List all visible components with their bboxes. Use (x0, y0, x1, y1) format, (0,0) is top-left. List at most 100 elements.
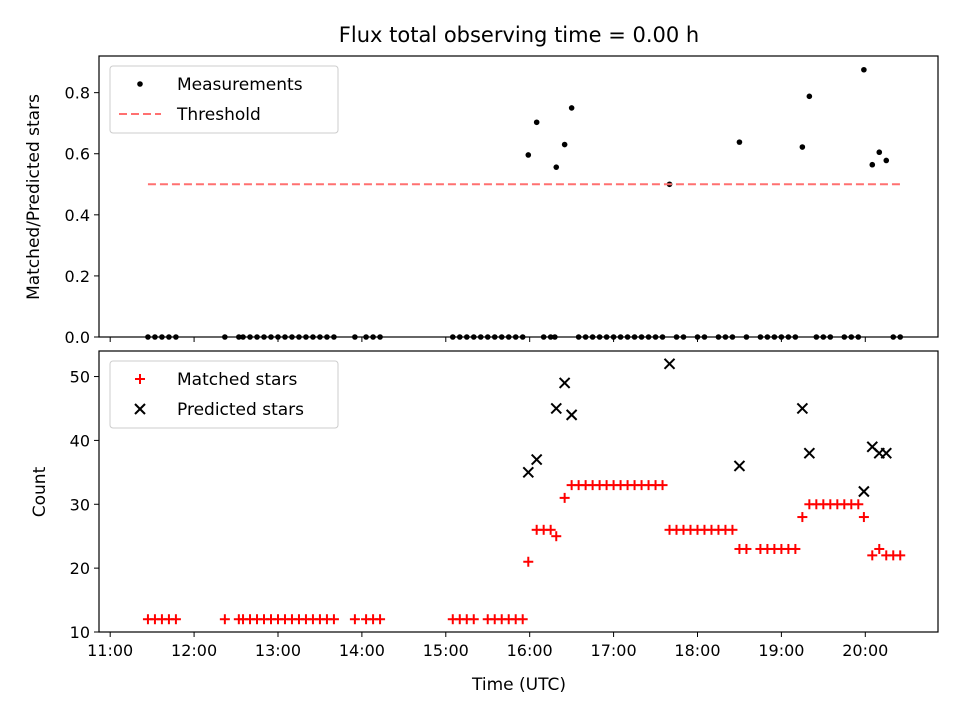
measurement-point (377, 334, 383, 340)
matched-point (328, 614, 339, 625)
matched-point (517, 614, 528, 625)
predicted-point-b (558, 377, 571, 389)
measurement-point (617, 334, 624, 340)
predicted-point (550, 402, 562, 415)
x-tick-label: 20:00 (842, 641, 888, 660)
x-tick-label: 16:00 (507, 641, 553, 660)
x-tick-label: 17:00 (591, 641, 637, 660)
measurement-point (498, 334, 505, 340)
top-chart-title: Flux total observing time = 0.00 h (339, 23, 699, 47)
predicted-point (530, 453, 543, 466)
measurement-point (883, 157, 890, 164)
legend-swatch-predicted-b (134, 403, 146, 415)
predicted-point (796, 402, 809, 415)
measurement-point (268, 334, 274, 340)
measurement-point (736, 139, 743, 145)
matched-point (523, 556, 534, 567)
measurement-point (694, 334, 701, 340)
matched-point (797, 512, 808, 523)
predicted-point (880, 447, 892, 459)
measurement-point (715, 334, 722, 340)
matched-point (858, 512, 869, 523)
matched-point (551, 531, 562, 542)
measurement-point (449, 334, 456, 340)
measurement-point (289, 334, 295, 340)
matched-point (727, 524, 738, 535)
y-tick-label: 50 (70, 368, 90, 387)
predicted-point (858, 485, 870, 498)
y-tick-label: 0.2 (65, 267, 90, 286)
measurement-point (331, 334, 337, 340)
measurement-point (827, 334, 834, 340)
matched-point (853, 499, 864, 510)
predicted-point-b (663, 358, 676, 370)
predicted-point-b (858, 485, 870, 498)
matched-point (790, 543, 801, 554)
measurement-point (247, 334, 253, 340)
measurement-point (145, 334, 151, 340)
legend-label: Predicted stars (177, 400, 304, 420)
measurement-point (610, 334, 617, 340)
measurement-point (519, 334, 526, 340)
predicted-point (663, 358, 676, 370)
measurement-point (631, 334, 638, 340)
y-tick-label: 0.8 (65, 84, 90, 103)
bottom-panel: 10 20 30 40 50 11:00 12:00 13:00 14:00 15:00 16:00… (70, 350, 939, 660)
measurement-point (324, 334, 330, 340)
x-tick-label: 19:00 (758, 641, 804, 660)
measurement-point (159, 334, 165, 340)
measurement-point (771, 334, 778, 340)
measurement-point (561, 141, 568, 148)
measurement-point (659, 334, 666, 340)
predicted-point-b (880, 447, 892, 459)
predicted-point-b (796, 402, 809, 415)
legend-label: Matched stars (177, 370, 297, 390)
x-tick-label: 13:00 (255, 641, 301, 660)
matched-point (170, 614, 181, 625)
predicted-point-b (565, 409, 578, 421)
legend-label: Measurements (177, 75, 303, 95)
predicted-point (522, 466, 534, 479)
y-tick-label: 0.4 (65, 206, 90, 225)
predicted-point-b (733, 460, 746, 472)
measurement-point (855, 334, 862, 340)
measurement-point (890, 334, 897, 340)
measurement-point (638, 334, 645, 340)
measurement-point (275, 334, 281, 340)
measurement-point (310, 334, 316, 340)
measurement-point (680, 334, 687, 340)
measurement-point (166, 334, 172, 340)
measurement-point (729, 334, 736, 340)
measurement-point (512, 334, 519, 340)
matched-point (219, 614, 230, 625)
matched-point (559, 492, 570, 503)
predicted-point-b (866, 441, 878, 453)
matched-point (874, 543, 885, 554)
measurement-point (552, 334, 558, 340)
measurement-point (363, 334, 369, 340)
measurement-point (540, 334, 547, 340)
predicted-point (803, 447, 816, 459)
measurement-point (222, 334, 228, 340)
measurement-point (596, 334, 603, 340)
measurement-point (477, 334, 484, 340)
x-tick-label: 15:00 (423, 641, 469, 660)
measurement-point (173, 334, 179, 340)
y-tick-label: 0.6 (65, 145, 90, 164)
x-tick-label: 14:00 (339, 641, 385, 660)
measurement-point (463, 334, 470, 340)
measurement-point (505, 334, 512, 340)
measurement-point (236, 334, 242, 340)
measurement-point (533, 119, 540, 126)
y-tick-label: 20 (70, 559, 90, 578)
measurement-point (806, 93, 813, 100)
measurement-point (582, 334, 589, 340)
measurement-point (484, 334, 491, 340)
measurement-point (589, 334, 596, 340)
predicted-point-b (550, 402, 562, 415)
matched-point (741, 543, 752, 554)
measurement-point (869, 161, 876, 168)
matched-point (657, 480, 668, 491)
measurement-point (743, 334, 750, 340)
